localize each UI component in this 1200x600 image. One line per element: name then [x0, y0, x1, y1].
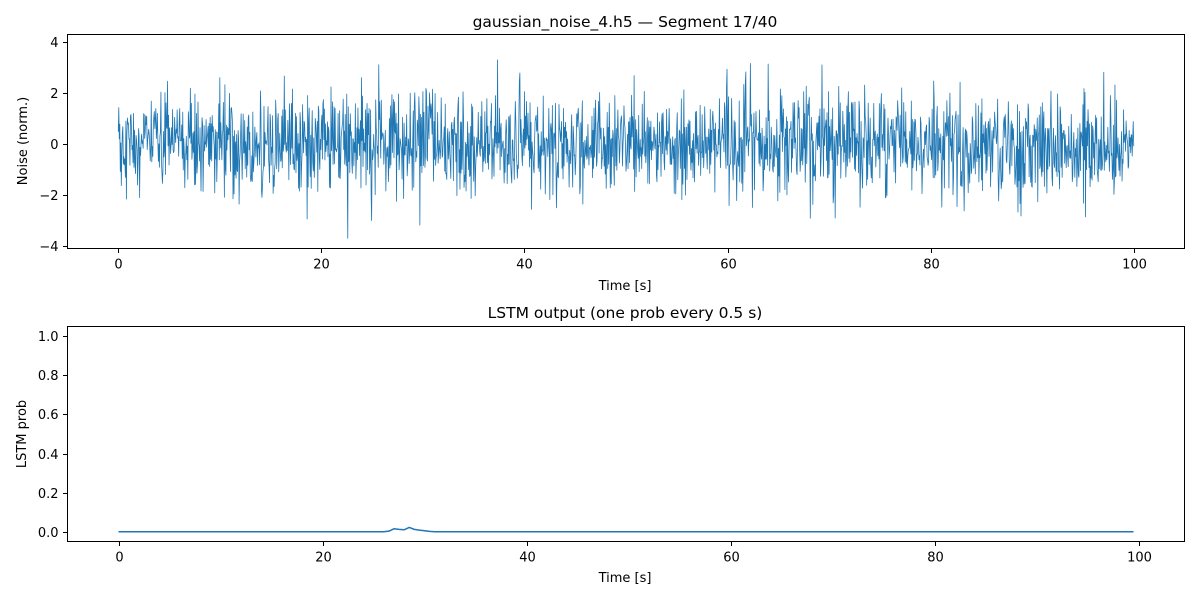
lstm-x-tick-label: 80 — [927, 551, 944, 566]
lstm-x-tick-label: 40 — [519, 551, 536, 566]
lstm-y-tick-label: 0.2 — [38, 487, 59, 502]
lstm-axes-frame — [67, 326, 1185, 542]
noise-x-tick-label: 0 — [114, 258, 122, 273]
noise-y-tick-label: 4 — [50, 36, 58, 51]
noise-chart-title: gaussian_noise_4.h5 — Segment 17/40 — [473, 13, 778, 32]
lstm-x-ticks: 0 20 40 60 80 100 — [115, 541, 1152, 566]
noise-y-ticks: −4 −2 0 2 4 — [39, 36, 68, 255]
noise-y-tick-label: −2 — [39, 189, 58, 204]
lstm-chart-title: LSTM output (one prob every 0.5 s) — [488, 304, 763, 322]
lstm-x-tick-label: 60 — [723, 551, 740, 566]
lstm-y-tick-label: 1.0 — [38, 330, 59, 345]
lstm-y-tick-label: 0.8 — [38, 369, 59, 384]
noise-x-tick-label: 20 — [313, 258, 330, 273]
noise-x-axis-label: Time [s] — [598, 279, 652, 294]
lstm-x-tick-label: 100 — [1127, 551, 1152, 566]
noise-y-tick-label: −4 — [39, 240, 58, 255]
lstm-series-line — [118, 526, 1134, 533]
noise-x-tick-label: 40 — [516, 258, 533, 273]
noise-x-tick-label: 100 — [1122, 258, 1147, 273]
lstm-y-axis-label: LSTM prob — [15, 400, 30, 468]
lstm-y-tick-label: 0.4 — [38, 448, 59, 463]
noise-chart: gaussian_noise_4.h5 — Segment 17/40 0 20 4… — [16, 13, 1185, 294]
lstm-x-tick-label: 0 — [115, 551, 123, 566]
lstm-x-axis-label: Time [s] — [598, 571, 652, 586]
lstm-y-tick-label: 0.0 — [38, 526, 59, 541]
noise-y-axis-label: Noise (norm.) — [16, 97, 31, 185]
noise-series-layer — [117, 59, 1135, 239]
noise-x-tick-label: 80 — [923, 258, 940, 273]
lstm-series-layer — [118, 526, 1134, 533]
noise-series-line — [117, 59, 1135, 239]
noise-x-ticks: 0 20 40 60 80 100 — [114, 248, 1147, 273]
noise-y-tick-label: 2 — [50, 87, 58, 102]
noise-y-tick-label: 0 — [50, 138, 58, 153]
lstm-chart: LSTM output (one prob every 0.5 s) 0 20 40… — [15, 304, 1185, 586]
noise-x-tick-label: 60 — [720, 258, 737, 273]
lstm-x-tick-label: 20 — [315, 551, 332, 566]
noise-axes-frame — [67, 34, 1185, 249]
lstm-y-ticks: 0.0 0.2 0.4 0.6 0.8 1.0 — [38, 330, 68, 541]
lstm-y-tick-label: 0.6 — [38, 408, 59, 423]
